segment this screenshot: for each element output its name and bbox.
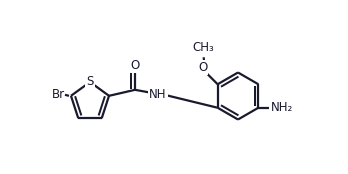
Text: Br: Br — [52, 88, 65, 101]
Text: O: O — [198, 61, 207, 74]
Text: NH: NH — [149, 88, 167, 101]
Text: NH₂: NH₂ — [271, 101, 294, 114]
Text: O: O — [130, 59, 140, 72]
Text: CH₃: CH₃ — [193, 41, 214, 54]
Text: S: S — [86, 75, 94, 88]
